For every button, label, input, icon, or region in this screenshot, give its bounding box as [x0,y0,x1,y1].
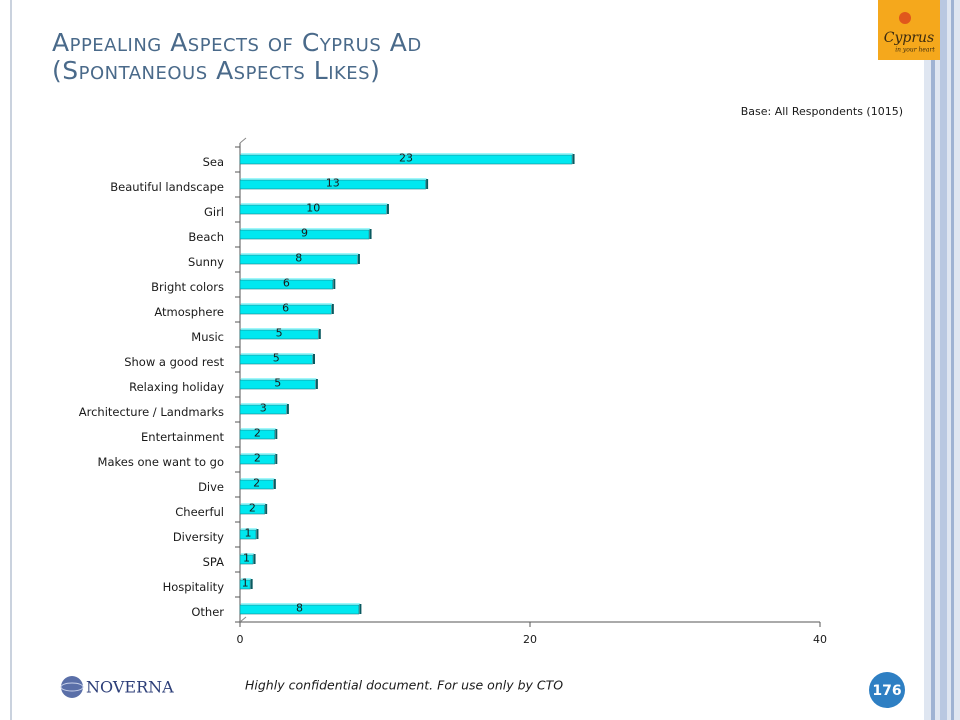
logo-tagline: in your heart [895,47,935,54]
x-tick-label: 0 [237,633,244,646]
right-stripe [951,0,954,720]
value-label: 1 [242,577,249,590]
category-label: Cheerful [175,505,224,519]
category-label: Sunny [188,255,224,269]
value-label: 2 [254,427,261,440]
category-label: Music [191,330,224,344]
bar [239,204,387,215]
right-stripe [931,0,935,720]
category-label: Beach [188,230,224,244]
value-label: 9 [301,227,308,240]
page-number: 176 [872,683,901,699]
value-label: 5 [273,352,280,365]
bar [239,604,360,615]
category-label: Other [191,605,224,619]
base-note: Base: All Respondents (1015) [741,105,903,118]
value-label: 13 [326,177,340,190]
x-tick-label: 20 [523,633,537,646]
value-label: 23 [399,152,413,165]
bar [239,429,276,440]
bar [239,404,287,415]
value-label: 2 [253,477,260,490]
category-label: Atmosphere [154,305,224,319]
axis-depth [239,616,247,623]
logo-text: Cyprus [884,30,934,46]
category-label: SPA [203,555,224,569]
value-label: 1 [244,527,251,540]
bar [239,229,370,240]
bar [239,379,316,390]
value-label: 6 [283,277,290,290]
value-label: 3 [260,402,267,415]
bar [239,179,426,190]
bar [239,454,276,465]
value-label: 10 [306,202,320,215]
category-label: Entertainment [141,430,224,444]
category-label: Dive [198,480,224,494]
value-label: 8 [295,252,302,265]
x-tick-label: 40 [813,633,827,646]
category-label: Beautiful landscape [110,180,224,194]
category-label: Bright colors [151,280,224,294]
value-label: 6 [282,302,289,315]
value-label: 5 [274,377,281,390]
category-label: Relaxing holiday [129,380,224,394]
category-label: Architecture / Landmarks [79,405,224,419]
axis-depth [239,137,247,144]
bar [239,529,257,540]
bar [239,304,332,315]
bar [239,279,334,290]
category-label: Girl [204,205,224,219]
category-label: Hospitality [163,580,225,594]
noverna-orbit [60,682,84,692]
footer-text: Highly confidential document. For use on… [245,678,563,693]
value-label: 5 [276,327,283,340]
value-label: 1 [243,552,250,565]
slide-subtitle: (Spontaneous Aspects Likes) [52,56,380,85]
logo-sun [899,12,911,24]
value-label: 2 [254,452,261,465]
bar [239,254,358,265]
slide-title: Appealing Aspects of Cyprus Ad [52,28,422,57]
bar [239,579,251,590]
noverna-globe [61,676,83,698]
value-label: 2 [249,502,256,515]
right-stripe [940,0,947,720]
value-label: 8 [296,602,303,615]
category-label: Makes one want to go [98,455,224,469]
bar [239,504,265,515]
bar [239,354,313,365]
cyprus-logo [878,0,940,60]
category-label: Sea [203,155,224,169]
bar [239,479,274,490]
category-label: Show a good rest [124,355,224,369]
noverna-logo: NOVERNA [86,678,174,697]
bar [239,154,573,165]
page-number-badge [869,672,905,708]
bar [239,329,319,340]
bar [239,554,254,565]
category-label: Diversity [173,530,224,544]
